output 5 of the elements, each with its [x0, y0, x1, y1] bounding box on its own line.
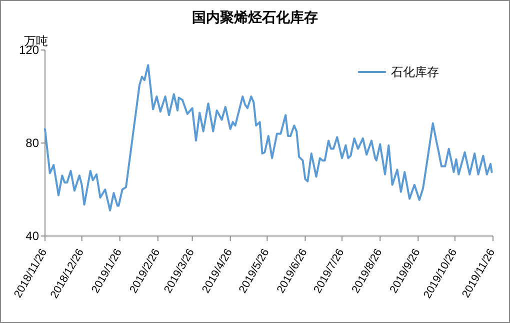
legend-label: 石化库存 — [391, 65, 439, 79]
line-series — [44, 64, 493, 212]
y-tick-label: 40 — [26, 229, 40, 243]
y-tick-label: 80 — [26, 136, 40, 150]
chart-title: 国内聚烯烃石化库存 — [192, 9, 318, 25]
